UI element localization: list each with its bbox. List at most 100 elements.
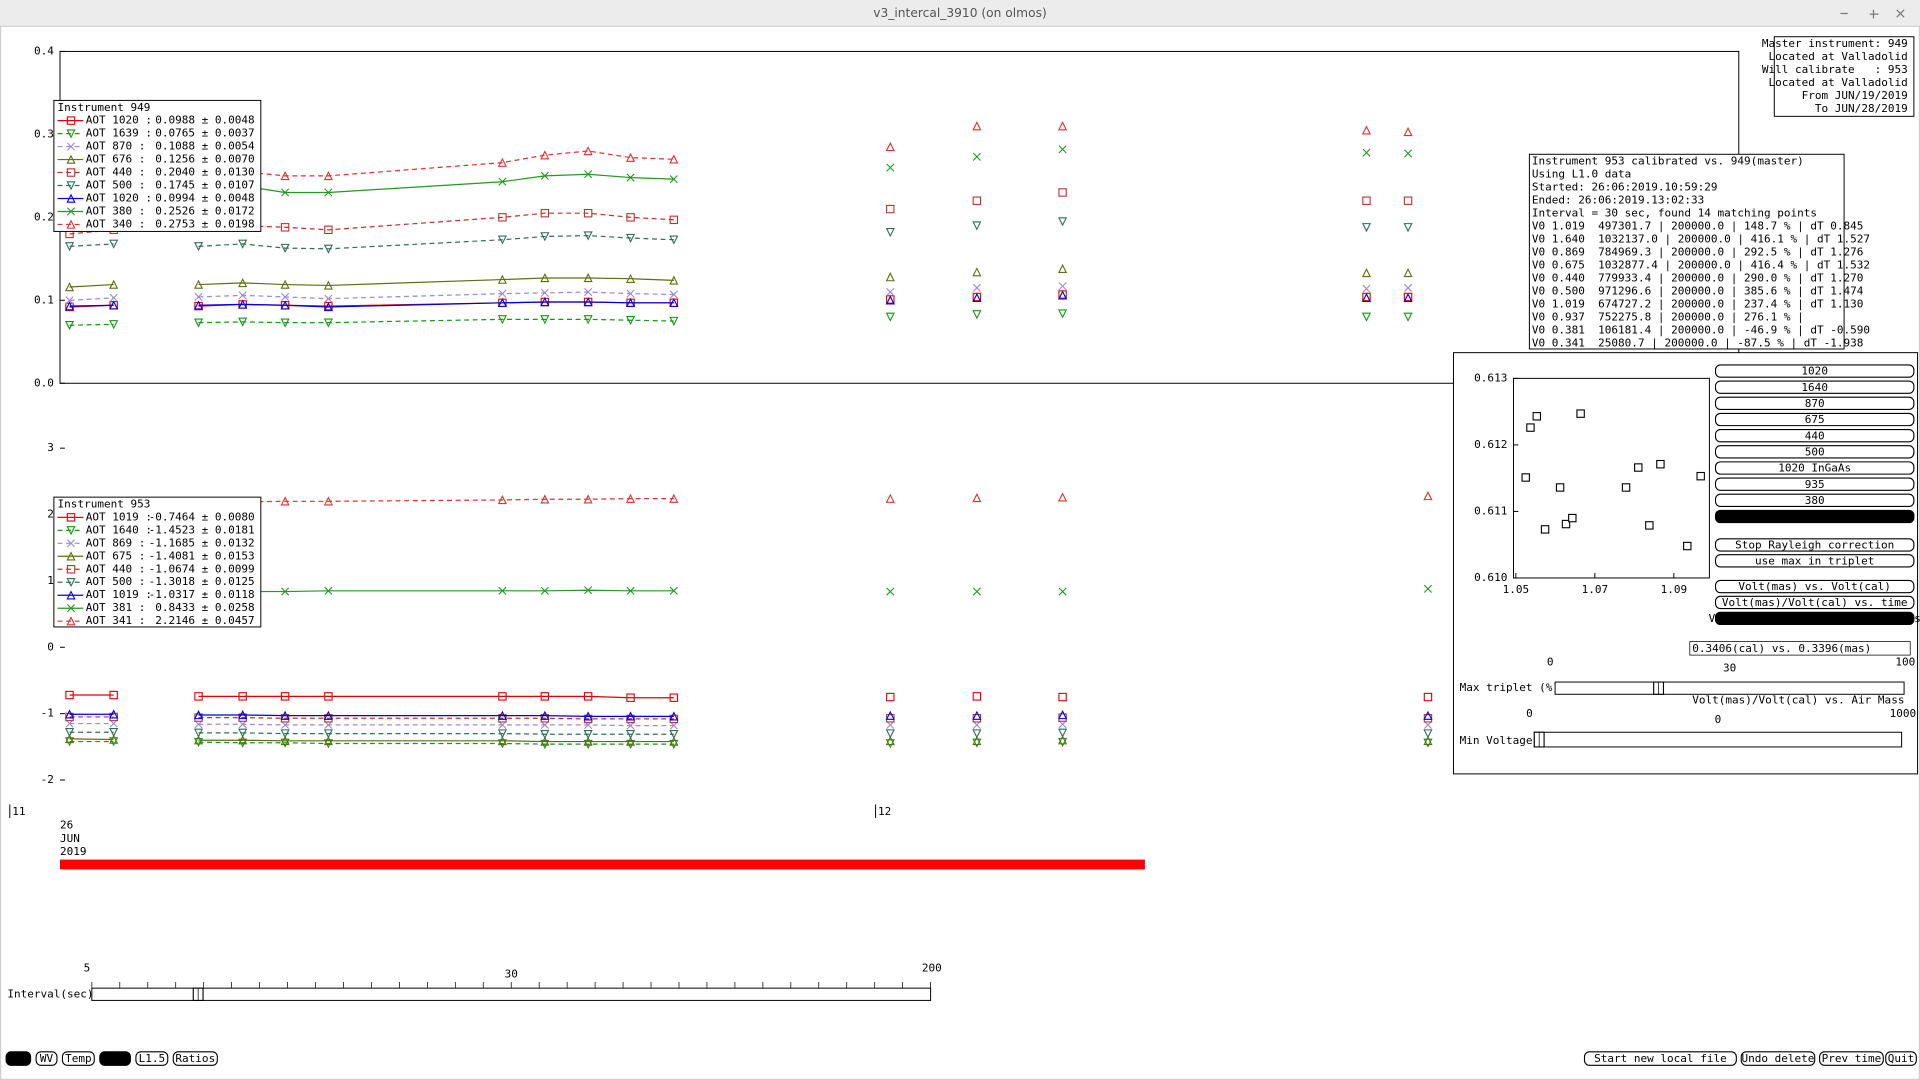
wavelength-button-box[interactable] bbox=[1714, 445, 1915, 459]
mode-toggle[interactable]: L1.0 bbox=[99, 1051, 131, 1066]
wavelength-button[interactable]: 1020 InGaAs bbox=[1714, 461, 1915, 475]
mode-toggle-box[interactable] bbox=[99, 1051, 131, 1066]
time-tick-label: 12 bbox=[878, 805, 891, 818]
action-button[interactable]: Start new local file bbox=[1583, 1051, 1737, 1066]
mode-button-label[interactable]: Volt(mas)/Volt(cal) vs. time bbox=[1722, 596, 1908, 609]
mode-button-box[interactable] bbox=[1714, 579, 1915, 594]
wavelength-button-box[interactable] bbox=[1714, 461, 1915, 475]
wavelength-button-label[interactable]: 1020 bbox=[1801, 365, 1828, 378]
action-button-box[interactable] bbox=[1740, 1051, 1816, 1066]
data-point bbox=[669, 493, 679, 503]
action-button-box[interactable] bbox=[1885, 1051, 1917, 1066]
wavelength-button-label[interactable]: 1020 InGaAs bbox=[1778, 462, 1851, 475]
wavelength-button-box[interactable] bbox=[1714, 380, 1915, 394]
mode-button-box[interactable] bbox=[1714, 611, 1915, 626]
wavelength-button-box[interactable] bbox=[1714, 477, 1915, 491]
option-button[interactable]: Stop Rayleigh correction bbox=[1714, 538, 1915, 552]
mode-button-box[interactable] bbox=[1714, 595, 1915, 610]
action-button-label[interactable]: Start new local file bbox=[1594, 1052, 1727, 1065]
wavelength-button[interactable]: 870 bbox=[1714, 396, 1915, 411]
wavelength-button-box[interactable] bbox=[1714, 428, 1915, 443]
mode-toggle[interactable]: AOT bbox=[5, 1051, 32, 1066]
wavelength-button-label[interactable]: 500 bbox=[1805, 445, 1825, 458]
data-point bbox=[625, 493, 636, 503]
option-button-label[interactable]: Stop Rayleigh correction bbox=[1735, 539, 1894, 552]
legend-marker bbox=[66, 590, 76, 600]
wavelength-button-box[interactable] bbox=[1714, 364, 1915, 378]
mode-toggle[interactable]: Temp bbox=[61, 1051, 95, 1066]
slider-track[interactable] bbox=[91, 987, 932, 1001]
wavelength-button-label[interactable]: 440 bbox=[1805, 429, 1825, 442]
mode-toggle-label[interactable]: Temp bbox=[65, 1052, 92, 1065]
mode-toggle-box[interactable] bbox=[135, 1051, 169, 1066]
mode-toggle-box[interactable] bbox=[61, 1051, 95, 1066]
data-point bbox=[238, 692, 247, 701]
wavelength-button-box[interactable] bbox=[1714, 396, 1915, 411]
mode-toggle-label[interactable]: WV bbox=[40, 1052, 54, 1065]
data-point bbox=[625, 273, 636, 283]
action-button-label[interactable]: Quit bbox=[1888, 1052, 1915, 1065]
mode-button-label[interactable]: Volt(mas)/Volt(cal) vs. Air Mass bbox=[1709, 612, 1920, 625]
legend-marker bbox=[66, 616, 76, 626]
mode-button[interactable]: Volt(mas)/Volt(cal) vs. time bbox=[1714, 595, 1915, 610]
wavelength-button[interactable]: 440 bbox=[1714, 428, 1915, 443]
legend-marker bbox=[66, 142, 76, 151]
action-button[interactable]: Undo delete bbox=[1740, 1051, 1816, 1066]
mode-toggle-box[interactable] bbox=[35, 1051, 58, 1066]
option-button[interactable]: use max in triplet bbox=[1714, 554, 1915, 568]
option-button-box[interactable] bbox=[1714, 554, 1915, 568]
data-point bbox=[1423, 692, 1433, 702]
series-line bbox=[198, 741, 674, 745]
mode-toggle[interactable]: WV bbox=[35, 1051, 58, 1066]
mode-toggle-label[interactable]: L1.0 bbox=[102, 1052, 129, 1065]
wavelength-button-box[interactable] bbox=[1714, 412, 1915, 427]
action-button-label[interactable]: Prev time bbox=[1822, 1052, 1882, 1065]
mode-toggle-label[interactable]: Ratios bbox=[175, 1052, 215, 1065]
action-button-box[interactable] bbox=[1819, 1051, 1884, 1066]
option-button-box[interactable] bbox=[1714, 538, 1915, 552]
wavelength-button[interactable]: 1020 bbox=[1714, 364, 1915, 378]
data-point bbox=[1423, 729, 1433, 739]
mode-toggle-label[interactable]: L1.5 bbox=[139, 1052, 166, 1065]
wavelength-button[interactable]: 935 bbox=[1714, 477, 1915, 491]
wavelength-button-label[interactable]: 1640 bbox=[1801, 381, 1828, 394]
mode-toggle-box[interactable] bbox=[5, 1051, 32, 1066]
wavelength-button[interactable]: 500 bbox=[1714, 445, 1915, 459]
wavelength-button-box[interactable] bbox=[1714, 493, 1915, 508]
wavelength-button-label[interactable]: 340 bbox=[1805, 510, 1825, 523]
option-button-label[interactable]: use max in triplet bbox=[1755, 554, 1874, 567]
data-point bbox=[972, 310, 982, 320]
wavelength-button[interactable]: 1640 bbox=[1714, 380, 1915, 394]
action-button[interactable]: Prev time bbox=[1819, 1051, 1884, 1066]
calibration-info-line: Using L1.0 data bbox=[1532, 168, 1631, 181]
action-button-box[interactable] bbox=[1583, 1051, 1737, 1066]
mode-button-label[interactable]: Volt(mas) vs. Volt(cal) bbox=[1738, 580, 1891, 593]
wavelength-button-box[interactable] bbox=[1714, 509, 1915, 524]
action-button-label[interactable]: Undo delete bbox=[1741, 1052, 1814, 1065]
data-point bbox=[583, 208, 593, 218]
slider-track[interactable] bbox=[1533, 731, 1903, 748]
wavelength-button-label[interactable]: 935 bbox=[1805, 478, 1825, 491]
mode-button[interactable]: Volt(mas) vs. Volt(cal) bbox=[1714, 579, 1915, 594]
mode-toggle-label[interactable]: AOT bbox=[8, 1052, 28, 1065]
wavelength-button[interactable]: 675 bbox=[1714, 412, 1915, 427]
data-point bbox=[323, 710, 333, 720]
data-point bbox=[1058, 290, 1068, 300]
mode-toggle-box[interactable] bbox=[172, 1051, 218, 1066]
legend-marker bbox=[66, 207, 76, 216]
mode-toggle[interactable]: L1.5 bbox=[135, 1051, 169, 1066]
maximize-icon[interactable] bbox=[1869, 9, 1879, 19]
mode-toggle[interactable]: Ratios bbox=[172, 1051, 218, 1066]
pair-label: 0.3406(cal) vs. 0.3396(mas) bbox=[1692, 642, 1871, 655]
wavelength-button[interactable]: 380 bbox=[1714, 493, 1915, 508]
action-button[interactable]: Quit bbox=[1885, 1051, 1917, 1066]
series bbox=[65, 690, 1433, 702]
wavelength-button-label[interactable]: 380 bbox=[1805, 494, 1825, 507]
legend-marker bbox=[66, 513, 76, 522]
close-icon[interactable] bbox=[1896, 9, 1905, 18]
wavelength-button-label[interactable]: 870 bbox=[1805, 397, 1825, 410]
wavelength-button-label[interactable]: 675 bbox=[1805, 413, 1825, 426]
mode-button[interactable]: Volt(mas)/Volt(cal) vs. Air Mass bbox=[1709, 611, 1920, 626]
slider-track[interactable] bbox=[1554, 681, 1905, 695]
wavelength-button[interactable]: 340 bbox=[1714, 509, 1915, 524]
